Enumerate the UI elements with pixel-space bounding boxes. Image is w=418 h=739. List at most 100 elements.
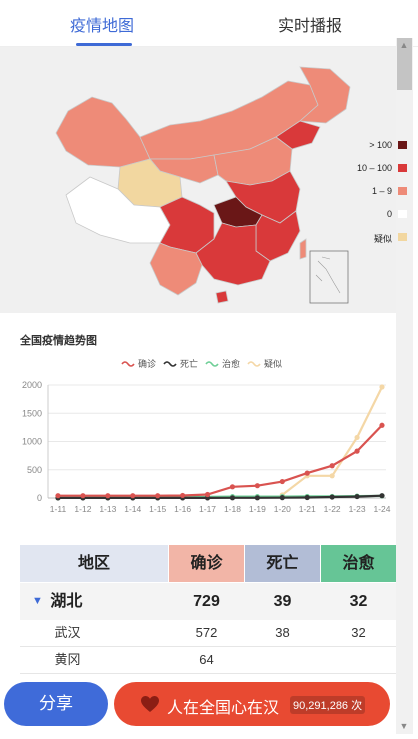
legend-entry: 确诊 [138, 358, 156, 369]
header-cured: 治愈 [321, 545, 396, 582]
data-point [155, 493, 161, 499]
province-dead: 39 [273, 593, 292, 610]
scrollbar-thumb[interactable] [397, 38, 412, 90]
x-tick-label: 1-11 [50, 504, 67, 514]
legend-item: 1 – 9 [340, 184, 410, 207]
x-tick-label: 1-21 [299, 504, 316, 514]
legend-label: 10 – 100 [356, 163, 392, 173]
legend-item: 0 [340, 207, 410, 230]
city-name: 黄冈 [54, 652, 81, 667]
data-point [80, 493, 86, 499]
data-point [354, 434, 360, 441]
table-row: 武汉 572 38 32 [20, 620, 396, 647]
trend-chart-title: 全国疫情趋势图 [20, 335, 97, 347]
data-point [329, 473, 335, 479]
province-cell[interactable]: ▼ 湖北 [20, 583, 168, 620]
legend-marker [163, 361, 177, 367]
city-confirmed: 64 [199, 652, 214, 667]
scroll-up-arrow-icon[interactable]: ▲ [399, 40, 409, 50]
data-point [105, 493, 111, 499]
share-button[interactable]: 分享 [4, 682, 108, 726]
map-legend: > 100 10 – 100 1 – 9 0 疑似 [340, 138, 410, 253]
expand-triangle-icon[interactable]: ▼ [32, 595, 43, 608]
x-tick-label: 1-19 [249, 504, 266, 514]
province-confirmed: 729 [193, 593, 220, 610]
data-point [379, 384, 385, 390]
x-tick-label: 1-23 [349, 504, 366, 514]
data-point [180, 492, 186, 499]
support-wuhan-button[interactable]: 人在全国心在汉 90,291,286 次 [114, 682, 390, 726]
legend-label: > 100 [369, 140, 392, 150]
legend-item: 10 – 100 [340, 161, 410, 184]
data-point [229, 484, 236, 490]
legend-label: 1 – 9 [371, 186, 392, 196]
data-point [279, 495, 285, 501]
data-point [204, 491, 211, 498]
legend-label: 疑似 [373, 234, 392, 244]
series-line [58, 494, 383, 499]
header-dead: 死亡 [245, 545, 320, 582]
legend-item: 疑似 [340, 230, 410, 253]
data-point [254, 483, 260, 489]
legend-entry: 疑似 [264, 359, 282, 369]
x-tick-label: 1-12 [74, 504, 91, 514]
data-point [354, 448, 360, 454]
y-tick-label: 500 [27, 465, 42, 475]
data-point [229, 495, 236, 501]
epidemic-map[interactable] [0, 47, 396, 313]
legend-swatch [398, 210, 407, 218]
legend-swatch [398, 187, 407, 195]
support-count: 90,291,286 次 [290, 696, 366, 714]
china-map-graphic [55, 66, 351, 304]
data-point [379, 422, 385, 428]
x-tick-label: 1-20 [274, 504, 291, 514]
city-confirmed: 572 [195, 625, 218, 640]
province-cured: 32 [349, 593, 368, 610]
legend-entry: 治愈 [222, 358, 240, 369]
region-stats-table: 地区 确诊 死亡 治愈 ▼ 湖北 729 39 32 武汉 572 38 32 … [20, 545, 396, 674]
data-point [304, 494, 310, 501]
data-point [329, 463, 335, 469]
active-tab-indicator [76, 43, 132, 46]
legend-marker [247, 361, 261, 367]
x-tick-label: 1-13 [99, 504, 116, 514]
data-point [254, 495, 260, 501]
tab-epidemic-map[interactable]: 疫情地图 [70, 18, 135, 35]
x-tick-label: 1-24 [373, 504, 390, 514]
x-tick-label: 1-18 [224, 504, 241, 514]
legend-entry: 死亡 [180, 358, 198, 369]
x-tick-label: 1-14 [124, 504, 141, 514]
header-confirmed: 确诊 [169, 545, 244, 582]
y-tick-label: 1000 [22, 437, 42, 447]
scroll-down-arrow-icon[interactable]: ▼ [399, 721, 409, 731]
legend-swatch [398, 233, 407, 241]
x-tick-label: 1-17 [199, 504, 216, 514]
data-point [55, 493, 61, 499]
support-label: 人在全国心在汉 [167, 700, 280, 717]
y-tick-label: 0 [37, 493, 42, 503]
trend-line-chart[interactable]: 确诊 死亡 治愈 疑似 0 500 1000 1500 2000 1-11 1-12 1-13 1-14… [0, 350, 396, 530]
legend-swatch [398, 141, 407, 149]
x-tick-label: 1-16 [174, 504, 191, 514]
table-header-row: 地区 确诊 死亡 治愈 [20, 545, 396, 582]
data-point [354, 493, 360, 500]
legend-marker [205, 361, 219, 367]
tab-live-report[interactable]: 实时播报 [278, 18, 343, 35]
data-point [379, 493, 385, 499]
city-dead [245, 647, 320, 673]
city-dead: 38 [275, 625, 290, 640]
data-point [130, 493, 136, 499]
y-tick-label: 2000 [22, 380, 42, 390]
data-point [279, 478, 285, 485]
province-name: 湖北 [50, 593, 83, 610]
data-point [304, 470, 310, 476]
heart-icon [141, 696, 159, 712]
legend-marker [121, 361, 135, 367]
table-row-province[interactable]: ▼ 湖北 729 39 32 [20, 582, 396, 620]
x-tick-label: 1-15 [149, 504, 166, 514]
city-cured: 32 [351, 625, 366, 640]
legend-item: > 100 [340, 138, 410, 161]
data-point [329, 494, 335, 500]
city-cured [321, 647, 396, 673]
x-tick-label: 1-22 [324, 504, 341, 514]
